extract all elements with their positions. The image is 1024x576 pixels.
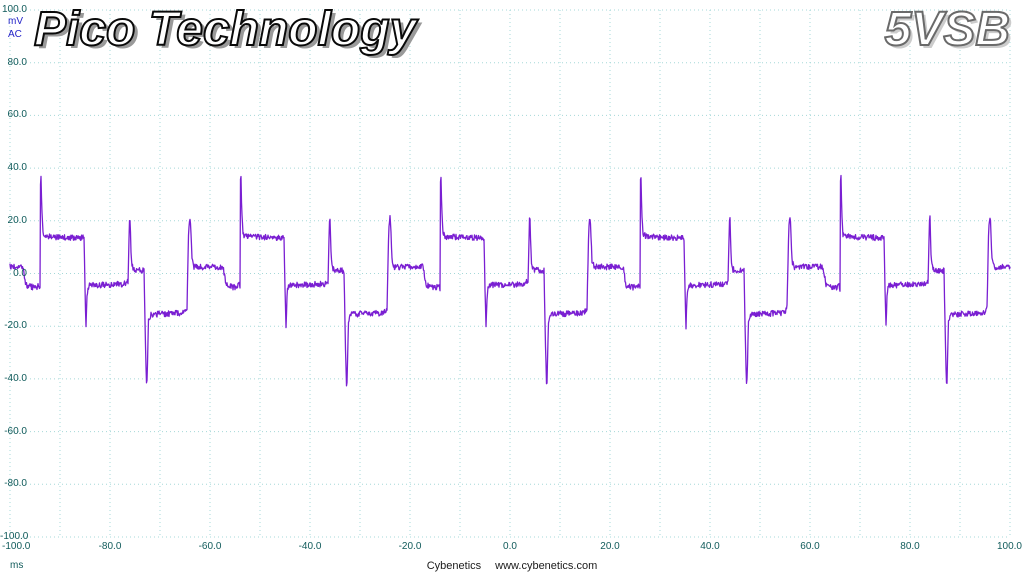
footer-brand: Cybenetics <box>426 560 482 572</box>
footer: Cybenetics www.cybenetics.com <box>427 560 598 572</box>
coupling-mode-label: AC <box>8 29 22 40</box>
waveform-trace <box>9 174 1011 387</box>
x-axis-unit-label: ms <box>10 560 24 571</box>
rail-label: 5VSB <box>884 2 1011 57</box>
grid-lines <box>9 9 1011 538</box>
y-axis-unit-label: mV <box>8 16 23 27</box>
footer-website: www.cybenetics.com <box>495 560 598 572</box>
pico-technology-logo: Pico Technology <box>33 2 417 57</box>
